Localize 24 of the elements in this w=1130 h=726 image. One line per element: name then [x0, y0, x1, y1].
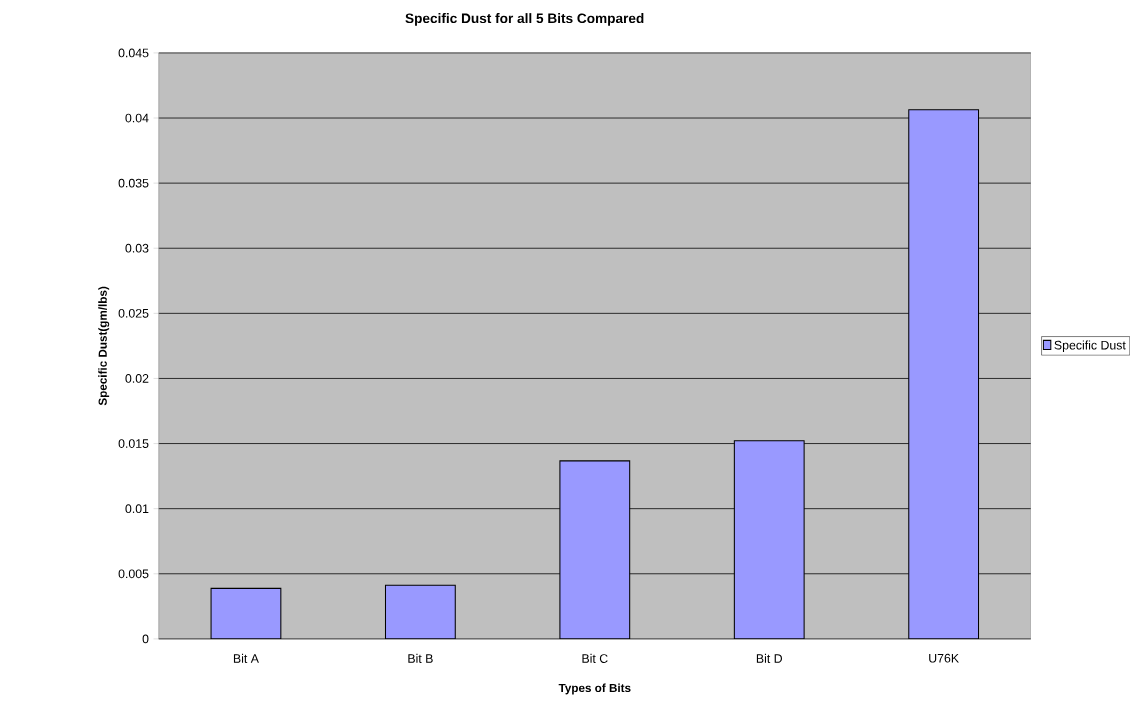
- y-tick-label: 0.02: [125, 374, 149, 383]
- y-tick-label: 0.005: [118, 569, 149, 579]
- bar: [908, 109, 980, 639]
- bar: [384, 584, 456, 639]
- y-tick-label: 0: [142, 634, 149, 644]
- chart-title: Specific Dust for all 5 Bits Compared: [405, 13, 644, 26]
- x-tick-label: Bit C: [582, 653, 608, 663]
- y-tick-label: 0.045: [118, 48, 149, 58]
- y-tick-label: 0.015: [118, 439, 149, 448]
- x-tick-label: Bit A: [233, 653, 259, 663]
- bar: [733, 440, 805, 639]
- x-tick-label: U76K: [929, 653, 959, 663]
- x-tick-label: Bit B: [408, 653, 433, 663]
- y-tick-label: 0.01: [125, 504, 149, 513]
- y-axis-title: Specific Dust(gm/lbs): [98, 286, 110, 406]
- y-tick-label: 0.03: [125, 243, 149, 253]
- x-axis-title: Types of Bits: [558, 683, 631, 695]
- y-tick-label: 0.025: [118, 308, 149, 318]
- x-tick-label: Bit D: [756, 653, 782, 663]
- bar: [559, 460, 631, 639]
- bar: [210, 587, 282, 639]
- legend-label: Specific Dust: [1054, 340, 1126, 352]
- y-tick-label: 0.04: [125, 113, 149, 123]
- y-tick-label: 0.035: [118, 178, 149, 188]
